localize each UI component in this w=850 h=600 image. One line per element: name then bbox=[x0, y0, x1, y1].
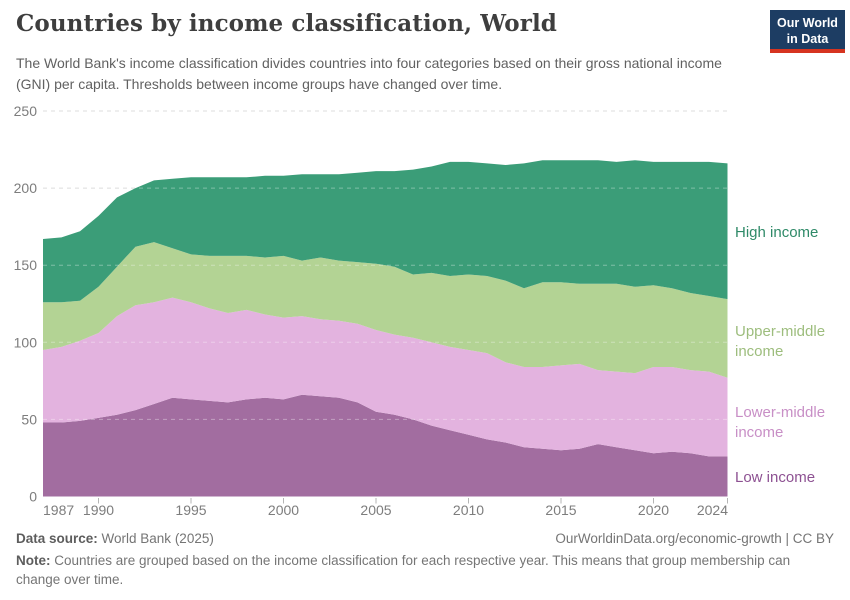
logo-red-strip bbox=[770, 49, 845, 53]
svg-text:50: 50 bbox=[21, 411, 37, 427]
series-label-low-income[interactable]: Low income bbox=[735, 469, 816, 486]
svg-text:1987: 1987 bbox=[43, 502, 74, 518]
series-label-upper-middle-income[interactable]: Upper-middle income bbox=[735, 323, 826, 360]
svg-text:1995: 1995 bbox=[175, 502, 206, 518]
svg-text:2010: 2010 bbox=[453, 502, 484, 518]
chart-subtitle: The World Bank's income classification d… bbox=[16, 55, 722, 92]
area-upper-middle-income[interactable] bbox=[43, 242, 728, 378]
owid-logo[interactable]: Our World in Data bbox=[770, 10, 845, 53]
page-title: Countries by income classification, Worl… bbox=[16, 10, 557, 37]
series-label-high-income[interactable]: High income bbox=[735, 224, 819, 241]
svg-text:2015: 2015 bbox=[545, 502, 576, 518]
y-axis-labels: 0 50 100 150 200 250 bbox=[14, 103, 38, 505]
area-bands bbox=[43, 160, 728, 497]
note-label: Note: bbox=[16, 553, 51, 568]
logo-line-1: Our World bbox=[777, 16, 838, 30]
footnote: Note: Countries are grouped based on the… bbox=[16, 551, 798, 589]
x-axis-labels: 1987 1990 1995 2000 2005 2010 2015 2020 2024 bbox=[43, 498, 728, 518]
svg-text:100: 100 bbox=[14, 334, 38, 350]
area-low-income[interactable] bbox=[43, 394, 728, 497]
area-high-income[interactable] bbox=[43, 160, 728, 303]
note-text: Countries are grouped based on the incom… bbox=[16, 553, 791, 588]
series-label-lower-middle-income[interactable]: Lower-middle income bbox=[735, 404, 826, 441]
footer: Data source: World Bank (2025) OurWorldi… bbox=[16, 531, 834, 546]
svg-text:150: 150 bbox=[14, 257, 38, 273]
citation-link[interactable]: OurWorldinData.org/economic-growth | CC … bbox=[555, 531, 834, 546]
gridlines-overlay bbox=[43, 187, 728, 420]
svg-text:250: 250 bbox=[14, 103, 38, 119]
svg-text:2024: 2024 bbox=[697, 502, 728, 518]
svg-text:1990: 1990 bbox=[83, 502, 114, 518]
data-source-label: Data source: bbox=[16, 531, 98, 546]
area-lower-middle-income[interactable] bbox=[43, 297, 728, 457]
logo-line-2: in Data bbox=[786, 32, 829, 46]
svg-text:200: 200 bbox=[14, 180, 38, 196]
svg-text:2005: 2005 bbox=[360, 502, 391, 518]
svg-text:2020: 2020 bbox=[638, 502, 669, 518]
svg-text:2000: 2000 bbox=[268, 502, 299, 518]
data-source-text: Data source: World Bank (2025) bbox=[16, 531, 214, 546]
svg-text:0: 0 bbox=[29, 489, 37, 505]
data-source-value: World Bank (2025) bbox=[97, 531, 214, 546]
